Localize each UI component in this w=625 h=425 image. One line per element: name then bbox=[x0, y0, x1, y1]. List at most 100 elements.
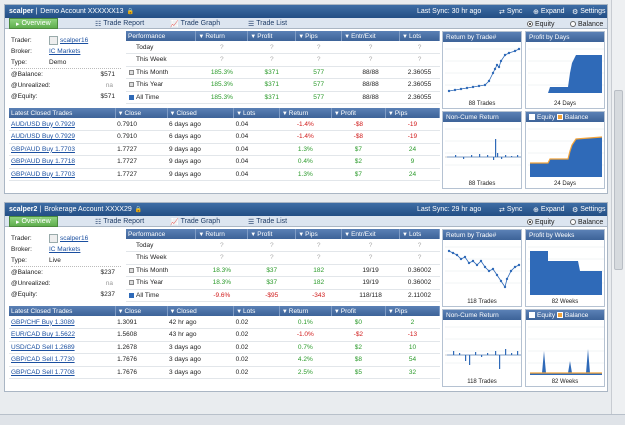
balance-checkbox[interactable] bbox=[556, 312, 563, 318]
performance-column-header[interactable]: ▼Lots bbox=[399, 229, 440, 239]
trades-column-header[interactable]: Latest Closed Trades bbox=[9, 306, 116, 316]
performance-column-header[interactable]: ▼Pips bbox=[295, 229, 343, 239]
performance-column-header[interactable]: Performance bbox=[126, 229, 197, 239]
performance-column-header[interactable]: ▼Profit bbox=[247, 229, 297, 239]
performance-column-header[interactable]: ▼Pips bbox=[295, 31, 343, 41]
column-header-label: Latest Closed Trades bbox=[11, 109, 73, 117]
tab-trade-report[interactable]: ☷ Trade Report bbox=[95, 216, 144, 227]
return-by-trade-chart[interactable]: Return by Trade# 118 Trades bbox=[442, 229, 522, 307]
trades-column-header[interactable]: ▼Return bbox=[279, 306, 332, 316]
account-title[interactable]: scalper bbox=[9, 8, 34, 15]
trade-link[interactable]: EUR/CAD Buy 1.5622 bbox=[11, 331, 75, 339]
balance-checkbox[interactable] bbox=[556, 114, 563, 120]
performance-column-header[interactable]: ▼Return bbox=[195, 229, 249, 239]
profit-by-period-chart[interactable]: Profit by Days 24 Days bbox=[525, 31, 605, 109]
tab-trade-list[interactable]: ☰ Trade List bbox=[248, 18, 287, 29]
non-cume-return-chart[interactable]: Non-Cume Return 118 Trades bbox=[442, 309, 522, 387]
tab-trade-graph[interactable]: 📈 Trade Graph bbox=[170, 18, 220, 29]
performance-column-header[interactable]: ▼Profit bbox=[247, 31, 297, 41]
performance-column-header[interactable]: ▼Lots bbox=[399, 31, 440, 41]
trades-column-header[interactable]: ▼Return bbox=[279, 108, 332, 118]
expand-icon[interactable] bbox=[129, 69, 134, 75]
equity-balance-plot bbox=[528, 326, 604, 375]
sync-button[interactable]: ⇄ Sync bbox=[499, 203, 522, 216]
sync-button[interactable]: ⇄ Sync bbox=[499, 5, 522, 18]
trades-column-header[interactable]: ▼Pips bbox=[385, 306, 441, 316]
equity-checkbox[interactable] bbox=[529, 114, 535, 120]
trades-column-header[interactable]: ▼Closed bbox=[167, 108, 235, 118]
trade-link-cell: GBP/CHF Buy 1.3089 bbox=[9, 316, 116, 329]
equity-checkbox[interactable] bbox=[529, 312, 535, 318]
scrollbar-thumb[interactable] bbox=[614, 90, 623, 270]
expand-icon[interactable] bbox=[129, 292, 134, 298]
expand-icon[interactable] bbox=[129, 267, 134, 273]
settings-button[interactable]: ⚙ Settings bbox=[572, 5, 606, 18]
sync-icon: ⇄ bbox=[499, 8, 507, 16]
trader-link[interactable]: scalper16 bbox=[60, 235, 89, 242]
performance-column-header[interactable]: Performance bbox=[126, 31, 197, 41]
sort-icon: ▼ bbox=[198, 33, 205, 40]
chart-title: Return by Trade# bbox=[443, 32, 521, 42]
expand-button[interactable]: ⊕ Expand bbox=[533, 203, 565, 216]
trades-column-header[interactable]: ▼Lots bbox=[233, 306, 280, 316]
lots-cell: 0.02 bbox=[233, 316, 280, 329]
vertical-scrollbar[interactable] bbox=[611, 0, 625, 414]
tab-trade-graph[interactable]: 📈 Trade Graph bbox=[170, 216, 220, 227]
tab-trade-list[interactable]: ☰ Trade List bbox=[248, 216, 287, 227]
performance-column-header[interactable]: ▼Entr/Exit bbox=[341, 31, 401, 41]
balance-radio[interactable]: Balance bbox=[570, 19, 603, 29]
chart-title: Non-Cume Return bbox=[443, 310, 521, 320]
trades-column-header[interactable]: ▼Pips bbox=[385, 108, 441, 118]
performance-column-header[interactable]: ▼Entr/Exit bbox=[341, 229, 401, 239]
trade-link[interactable]: GBP/AUD Buy 1.7718 bbox=[11, 158, 75, 166]
trade-link[interactable]: GBP/AUD Buy 1.7703 bbox=[11, 145, 75, 153]
return-cell: 0.1% bbox=[279, 316, 332, 329]
trade-link[interactable]: GBP/CHF Buy 1.3089 bbox=[11, 318, 75, 326]
broker-link[interactable]: IC Markets bbox=[49, 246, 81, 253]
expand-icon[interactable] bbox=[129, 82, 134, 88]
performance-column-header[interactable]: ▼Return bbox=[195, 31, 249, 41]
equity-radio[interactable]: Equity bbox=[527, 217, 554, 227]
equity-value: $237 bbox=[100, 291, 115, 298]
chart-footer: 88 Trades bbox=[468, 181, 496, 187]
tab-trade-report[interactable]: ☷ Trade Report bbox=[95, 18, 144, 29]
expand-icon[interactable] bbox=[129, 280, 134, 286]
equity-balance-chart[interactable]: Equity Balance 24 Days bbox=[525, 111, 605, 189]
trade-link[interactable]: USD/CAD Sell 1.2689 bbox=[11, 343, 75, 351]
column-header-label: Pips bbox=[305, 230, 318, 238]
trades-column-header[interactable]: ▼Close bbox=[115, 306, 168, 316]
profit-by-period-chart[interactable]: Profit by Weeks 82 Weeks bbox=[525, 229, 605, 307]
trade-link[interactable]: GBP/AUD Buy 1.7703 bbox=[11, 170, 75, 178]
tab-overview[interactable]: ▸ Overview bbox=[9, 18, 58, 29]
tab-trade-report-label: Trade Report bbox=[103, 20, 145, 27]
trades-column-header[interactable]: ▼Lots bbox=[233, 108, 280, 118]
radio-unselected-icon bbox=[570, 219, 576, 225]
panel-titlebar: scalper2 | Brokerage Account XXXX29 🔒 La… bbox=[5, 203, 607, 216]
account-info: Trader: scalper16 Broker: IC Markets Type:… bbox=[11, 35, 121, 102]
trader-link[interactable]: scalper16 bbox=[60, 37, 89, 44]
trades-column-header[interactable]: ▼Profit bbox=[331, 108, 386, 118]
equity-balance-chart[interactable]: Equity Balance 82 Weeks bbox=[525, 309, 605, 387]
trades-column-header[interactable]: ▼Close bbox=[115, 108, 168, 118]
profit-cell: $37 bbox=[247, 264, 296, 277]
trades-column-header[interactable]: Latest Closed Trades bbox=[9, 108, 116, 118]
trades-column-header[interactable]: ▼Closed bbox=[167, 306, 235, 316]
expand-icon[interactable] bbox=[129, 94, 134, 100]
trade-link[interactable]: AUD/USD Buy 0.7929 bbox=[11, 120, 75, 128]
trade-link[interactable]: AUD/USD Buy 0.7929 bbox=[11, 133, 75, 141]
return-by-trade-chart[interactable]: Return by Trade# 88 Trades bbox=[442, 31, 522, 109]
expand-button[interactable]: ⊕ Expand bbox=[533, 5, 565, 18]
non-cume-return-chart[interactable]: Non-Cume Return 88 Trades bbox=[442, 111, 522, 189]
pips-cell: 577 bbox=[295, 78, 342, 92]
trades-column-header[interactable]: ▼Profit bbox=[331, 306, 386, 316]
trade-link[interactable]: GBP/CAD Sell 1.7708 bbox=[11, 368, 75, 376]
trade-link[interactable]: GBP/CAD Sell 1.7730 bbox=[11, 356, 75, 364]
settings-button[interactable]: ⚙ Settings bbox=[572, 203, 606, 216]
tab-overview[interactable]: ▸ Overview bbox=[9, 216, 58, 227]
broker-link[interactable]: IC Markets bbox=[49, 48, 81, 55]
equity-radio[interactable]: Equity bbox=[527, 19, 554, 29]
balance-radio[interactable]: Balance bbox=[570, 217, 603, 227]
account-info: Trader: scalper16 Broker: IC Markets Type:… bbox=[11, 233, 121, 300]
account-title[interactable]: scalper2 bbox=[9, 206, 38, 213]
lots-cell: ? bbox=[399, 53, 440, 67]
